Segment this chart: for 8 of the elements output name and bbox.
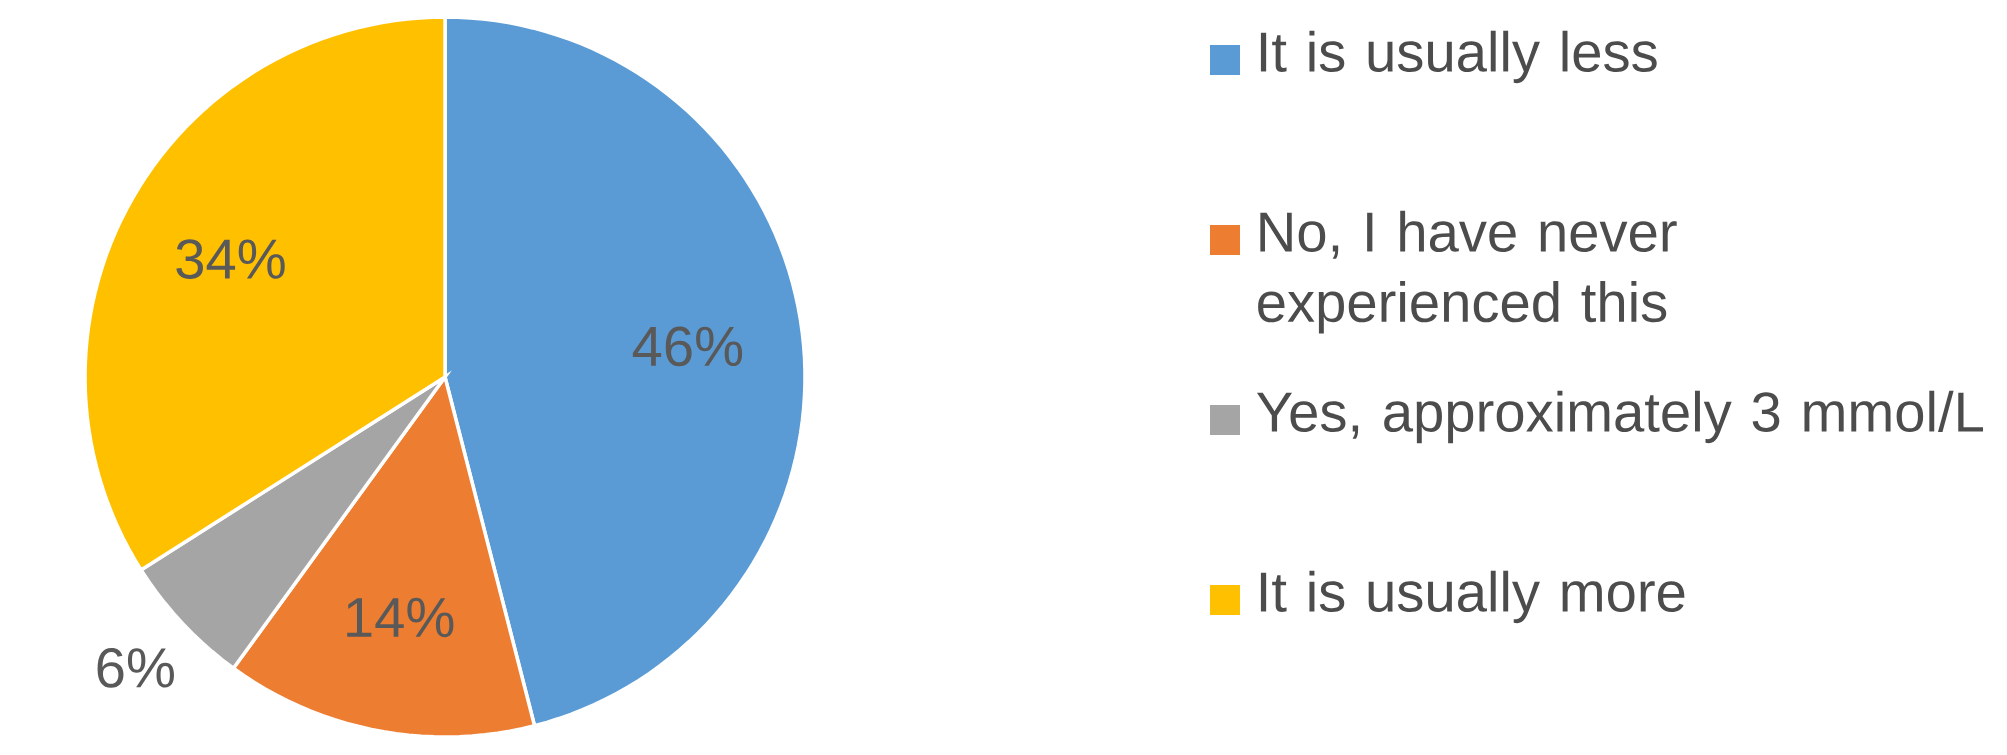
data-label: 6% <box>97 647 174 688</box>
legend-label: Yes, approximately 3 mmol/L <box>1256 390 1984 444</box>
legend-label: No, I have never experienced this <box>1258 210 1677 334</box>
data-label: 34% <box>176 239 285 279</box>
data-label: 14% <box>347 597 454 638</box>
legend-label: It is usually less <box>1260 30 1657 84</box>
data-label: 46% <box>632 326 743 367</box>
legend-label: It is usually more <box>1260 570 1685 624</box>
